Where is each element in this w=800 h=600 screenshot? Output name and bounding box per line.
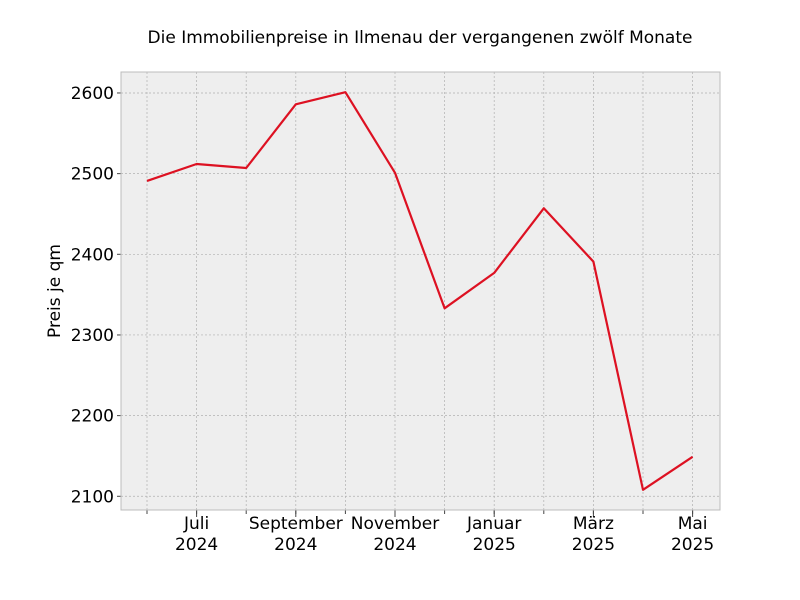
- x-tick-label-year: 2024: [274, 535, 317, 555]
- y-tick-label: 2200: [71, 407, 114, 427]
- x-tick-label-year: 2024: [373, 535, 416, 555]
- y-axis: 2100 2200 2300 2400 2500 2600: [71, 84, 121, 507]
- y-tick-label: 2600: [71, 84, 114, 104]
- x-tick-label-month: Januar: [466, 514, 521, 534]
- x-tick-label-month: September: [249, 514, 343, 534]
- y-tick-label: 2100: [71, 487, 114, 507]
- x-tick-label-year: 2024: [175, 535, 218, 555]
- grid-lines: [121, 72, 720, 510]
- x-tick-label-month: November: [351, 514, 439, 534]
- x-tick-label-month: Juli: [183, 514, 209, 534]
- plot-frame: [120, 71, 721, 511]
- plot-area: [121, 72, 720, 510]
- x-tick-label-month: Mai: [678, 514, 708, 534]
- y-tick-label: 2300: [71, 326, 114, 346]
- series-line: [146, 91, 694, 491]
- y-tick-label: 2500: [71, 165, 114, 185]
- x-tick-label-year: 2025: [572, 535, 615, 555]
- y-tick-label: 2400: [71, 245, 114, 265]
- y-axis-label: Preis je qm: [45, 244, 65, 338]
- chart-title: Die Immobilienpreise in Ilmenau der verg…: [148, 28, 693, 48]
- x-tick-label-month: März: [573, 514, 614, 534]
- x-tick-label-year: 2025: [473, 535, 516, 555]
- x-axis: Juli2024September2024November2024Januar2…: [146, 510, 714, 555]
- x-tick-label-year: 2025: [671, 535, 714, 555]
